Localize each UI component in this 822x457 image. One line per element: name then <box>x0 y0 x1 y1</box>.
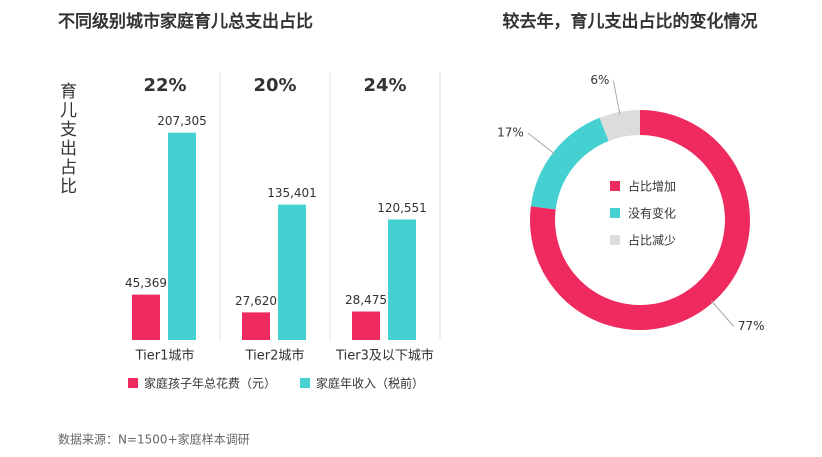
value-label: 135,401 <box>267 186 317 200</box>
group-label: 20% <box>253 75 296 96</box>
legend-swatch <box>610 181 620 191</box>
legend-label: 家庭孩子年总花费（元） <box>144 376 276 391</box>
y-axis-label: 育儿支出占比 <box>56 82 77 196</box>
value-label: 45,369 <box>125 276 167 290</box>
slice-label: 17% <box>497 125 524 139</box>
group-label: 22% <box>143 75 186 96</box>
bar <box>388 219 416 340</box>
slice-label: 77% <box>738 319 765 333</box>
bar <box>132 294 160 340</box>
x-tick-label: Tier2城市 <box>245 348 305 364</box>
group-label: 24% <box>363 75 406 96</box>
donut-title: 较去年，育儿支出占比的变化情况 <box>503 11 758 32</box>
bar <box>242 312 270 340</box>
x-tick-label: Tier1城市 <box>135 348 195 364</box>
legend-label: 家庭年收入（税前） <box>316 376 424 391</box>
value-label: 28,475 <box>345 293 387 307</box>
legend-label: 占比减少 <box>628 233 676 248</box>
bar <box>168 132 196 340</box>
bar <box>278 204 306 340</box>
legend-swatch <box>128 378 138 388</box>
value-label: 120,551 <box>377 201 427 215</box>
bar-title: 不同级别城市家庭育儿总支出占比 <box>58 11 313 32</box>
leader-line <box>711 300 735 327</box>
legend-swatch <box>610 208 620 218</box>
legend-label: 没有变化 <box>628 206 676 221</box>
value-label: 207,305 <box>157 114 207 128</box>
value-label: 27,620 <box>235 294 277 308</box>
legend-label: 占比增加 <box>628 179 676 194</box>
slice-label: 6% <box>590 73 609 87</box>
legend-swatch <box>300 378 310 388</box>
x-tick-label: Tier3及以下城市 <box>335 348 434 364</box>
source: 数据来源：N=1500+家庭样本调研 <box>58 432 250 447</box>
leader-line <box>527 132 555 155</box>
bar <box>352 311 380 340</box>
leader-line <box>612 80 621 115</box>
legend-swatch <box>610 235 620 245</box>
donut-slice <box>530 117 609 210</box>
donut-slice <box>599 110 640 141</box>
